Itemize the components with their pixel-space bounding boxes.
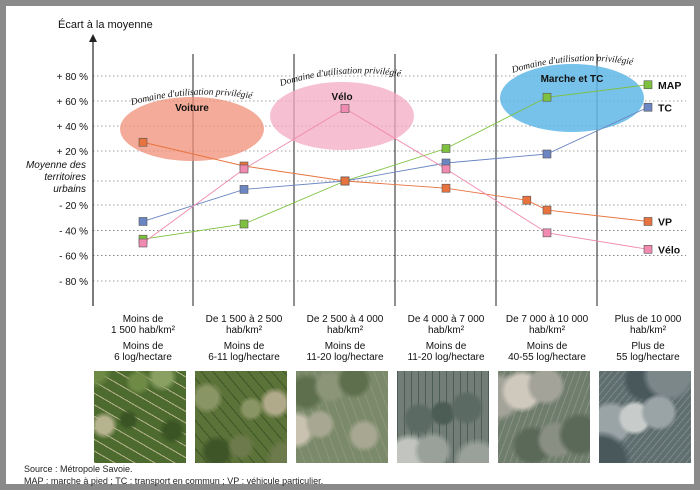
aerial-photo xyxy=(296,371,388,463)
chart: Écart à la moyenne + 80 % + 60 % + 40 % + 20… xyxy=(26,18,686,363)
y-tick-label: + 20 % xyxy=(57,147,89,158)
y-tick-label: Moyenne des territoires urbains xyxy=(26,160,86,195)
data-point-vélo xyxy=(643,245,653,254)
data-point-vélo xyxy=(441,164,451,174)
series-label: MAP xyxy=(658,80,681,92)
figure-frame: Écart à la moyenne + 80 % + 60 % + 40 % + 20… xyxy=(6,6,694,486)
data-point-tc xyxy=(138,217,148,226)
series-line-vélo xyxy=(142,107,649,250)
aerial-photo xyxy=(599,371,691,463)
domain-mode-label: Marche et TC xyxy=(541,74,604,85)
data-point-vp xyxy=(643,217,653,226)
data-point-tc xyxy=(643,102,653,112)
data-point-map xyxy=(542,92,552,102)
x-category-label: Moins de 1 500 hab/km² Moins de 6 log/hecta… xyxy=(111,314,176,363)
x-category-label: De 1 500 à 2 500 hab/km² Moins de 6-11 log/… xyxy=(206,314,283,363)
data-point-vélo xyxy=(340,104,350,113)
y-axis-arrow xyxy=(89,34,97,42)
data-point-vp xyxy=(138,137,148,147)
data-point-tc xyxy=(542,149,552,159)
series-label: VP xyxy=(658,216,672,228)
series-line-tc xyxy=(142,106,649,222)
y-tick-label: + 40 % xyxy=(57,122,89,133)
series-line-map xyxy=(142,84,649,240)
data-point-vp xyxy=(542,205,552,215)
series-label: Vélo xyxy=(658,244,680,256)
x-category-label: De 4 000 à 7 000 hab/km² Moins de 11-20 log… xyxy=(407,314,485,363)
y-tick-label: - 40 % xyxy=(59,226,88,237)
x-category-label: De 2 500 à 4 000 hab/km² Moins de 11-20 log… xyxy=(306,314,384,363)
aerial-photo xyxy=(498,371,590,463)
y-tick-label: - 60 % xyxy=(59,252,88,263)
y-tick-label: + 60 % xyxy=(57,97,89,108)
y-tick-label: - 20 % xyxy=(59,201,88,212)
y-axis-title: Écart à la moyenne xyxy=(58,18,153,31)
y-tick-label: + 80 % xyxy=(57,72,89,83)
data-point-tc xyxy=(239,185,249,194)
x-category-label: Plus de 10 000 hab/km² Plus de 55 log/hecta… xyxy=(615,314,682,363)
y-tick-label: - 80 % xyxy=(59,277,88,288)
data-point-map xyxy=(239,219,249,229)
data-point-vp xyxy=(441,183,451,193)
data-point-map xyxy=(643,80,653,90)
domain-ellipse xyxy=(500,64,644,132)
domain-ellipse xyxy=(270,82,414,150)
domain-mode-label: Vélo xyxy=(331,92,352,103)
domain-mode-label: Voiture xyxy=(175,103,209,114)
aerial-photo xyxy=(397,371,489,463)
data-point-vélo xyxy=(542,228,552,238)
data-point-map xyxy=(441,144,451,153)
data-point-vp xyxy=(340,176,350,186)
aerial-photo xyxy=(195,371,287,463)
x-category-label: De 7 000 à 10 000 hab/km² Moins de 40-55 lo… xyxy=(506,314,589,363)
aerial-photo xyxy=(94,371,186,463)
series-label: TC xyxy=(658,102,672,114)
data-point-vélo xyxy=(138,238,148,248)
data-point-vélo xyxy=(239,164,249,174)
source-note: Source : Métropole Savoie. xyxy=(24,464,133,474)
abbreviations-note: MAP : marche à pied ; TC : transport en … xyxy=(24,476,324,486)
